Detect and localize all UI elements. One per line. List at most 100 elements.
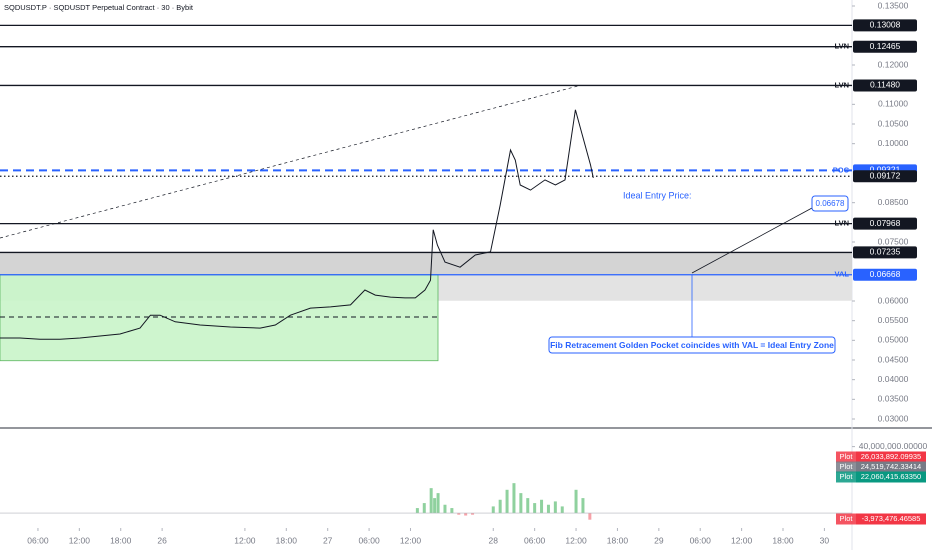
x-tick-label: 29: [654, 535, 664, 545]
plot-value: -3,973,476.46585: [862, 514, 921, 523]
y-tick-label: 0.05000: [878, 335, 909, 345]
x-tick-label: 18:00: [772, 535, 794, 545]
y-tick-label: 0.13500: [878, 0, 909, 10]
y-tick-label: 0.10000: [878, 138, 909, 148]
histogram-bar: [519, 493, 523, 514]
x-tick-label: 12:00: [69, 535, 91, 545]
plot-value: 22,060,415.63350: [861, 472, 921, 481]
x-tick-label: 06:00: [690, 535, 712, 545]
level-price-label: 0.07235: [870, 247, 901, 257]
x-tick-label: 18:00: [276, 535, 298, 545]
level-price-box: [853, 246, 917, 259]
callout-text: Fib Retracement Golden Pocket coincides …: [550, 340, 834, 350]
entry-label: Ideal Entry Price:: [623, 190, 692, 200]
histogram-bar: [581, 498, 585, 514]
x-tick-label: 26: [157, 535, 167, 545]
plot-name: Plot: [840, 452, 854, 461]
level-price-label: 0.12465: [870, 41, 901, 51]
plot-name-box: [836, 513, 856, 525]
green-box: [0, 274, 439, 362]
price-line: [0, 109, 594, 340]
level-price-label: 0.07968: [870, 218, 901, 228]
histogram-bar: [505, 489, 509, 514]
y-tick-label: 0.05500: [878, 315, 909, 325]
x-tick-label: 28: [489, 535, 499, 545]
histogram-bar: [436, 493, 440, 514]
plot-name: Plot: [840, 462, 854, 471]
x-tick-label: 18:00: [110, 535, 132, 545]
level-price-label: 0.09172: [870, 170, 901, 180]
plot-name-box: [836, 451, 856, 463]
level-price-label: 0.06668: [870, 269, 901, 279]
plot-name: Plot: [840, 514, 854, 523]
level-tag: LVN: [835, 42, 849, 51]
entry-pointer: [691, 207, 813, 274]
histogram-bar: [422, 503, 426, 514]
level-price-box: [853, 79, 917, 92]
histogram-bar: [415, 508, 419, 514]
plot-name-box: [836, 471, 856, 483]
x-tick-label: 12:00: [731, 535, 753, 545]
histogram-bar: [457, 513, 461, 515]
histogram-bar: [526, 498, 530, 514]
x-tick-label: 12:00: [234, 535, 256, 545]
entry-price: 0.06678: [816, 199, 845, 208]
level-tag: LVN: [835, 80, 849, 89]
x-tick-label: 06:00: [524, 535, 546, 545]
level-tag: VAL: [835, 270, 850, 279]
x-tick-label: 06:00: [27, 535, 49, 545]
y-tick-label: 0.03000: [878, 413, 909, 423]
y-tick-label: 0.11000: [878, 99, 908, 109]
histogram-bar: [498, 499, 502, 514]
x-tick-label: 27: [323, 535, 333, 545]
y-tick-label: 0.06000: [878, 295, 909, 305]
plot-name: Plot: [840, 472, 854, 481]
y-tick-label: 0.04000: [878, 374, 909, 384]
histogram-bar: [546, 504, 550, 514]
y-tick-label: 0.10500: [878, 118, 909, 128]
histogram-bar: [533, 503, 537, 514]
plot-value-box: [856, 513, 926, 525]
value-area-zone: [0, 252, 852, 275]
histogram-bar: [491, 506, 495, 514]
y-tick-label: 0.03500: [878, 394, 909, 404]
histogram-bar: [429, 488, 433, 514]
level-tag: POC: [833, 165, 850, 174]
level-price-label: 0.09321: [870, 165, 901, 175]
level-price-box: [853, 268, 917, 281]
histogram-bar: [443, 504, 447, 514]
plot-value-box: [856, 451, 926, 463]
plot-name-box: [836, 461, 856, 473]
level-price-box: [853, 217, 917, 230]
x-tick-label: 12:00: [400, 535, 422, 545]
callout-box: [548, 336, 836, 354]
histogram-bar: [512, 483, 516, 514]
entry-price-box: [811, 195, 849, 212]
plot-value-box: [856, 471, 926, 483]
chart-title: SQDUSDT.P · SQDUSDT Perpetual Contract ·…: [4, 3, 194, 12]
level-price-label: 0.11480: [870, 80, 900, 90]
x-tick-label: 18:00: [607, 535, 629, 545]
histogram-bar: [574, 489, 578, 514]
x-tick-label: 12:00: [565, 535, 587, 545]
level-price-label: 0.13008: [870, 20, 901, 30]
plot-value: 24,519,742.33414: [861, 462, 921, 471]
x-tick-label: 30: [820, 535, 830, 545]
y-tick-label: 0.12000: [878, 59, 909, 69]
level-tag: LVN: [835, 219, 849, 228]
histogram-bar: [450, 508, 454, 514]
y-tick-label: 0.07500: [878, 236, 909, 246]
histogram-bar: [553, 501, 557, 514]
histogram-bar: [464, 513, 468, 516]
indicator-tick-label: 40,000,000.00000: [859, 441, 928, 451]
histogram-bar: [588, 513, 592, 520]
histogram-bar: [560, 506, 564, 514]
y-tick-label: 0.04500: [878, 354, 909, 364]
plot-value-box: [856, 461, 926, 473]
level-price-box: [853, 40, 917, 53]
x-tick-label: 06:00: [358, 535, 380, 545]
histogram-bar: [471, 513, 475, 515]
y-tick-label: 0.08500: [878, 197, 909, 207]
histogram-bar: [433, 498, 437, 514]
